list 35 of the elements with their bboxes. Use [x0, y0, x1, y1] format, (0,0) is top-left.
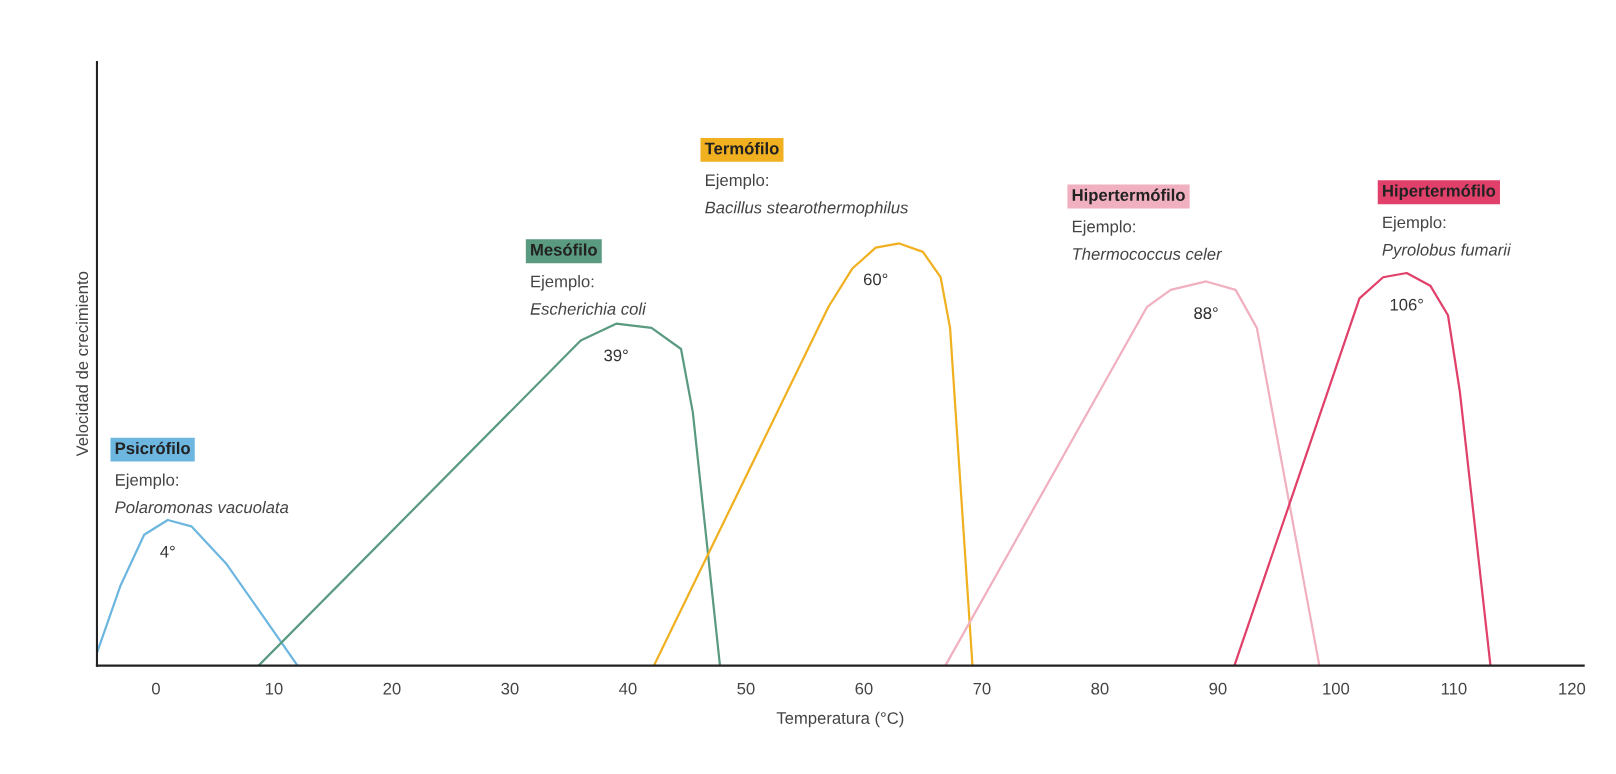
text: Ejemplo: — [1072, 220, 1135, 236]
x-tick-label: 60 — [855, 682, 873, 695]
annotation: Pyrolobus fumarii — [1382, 243, 1512, 259]
annotation: 4° — [160, 545, 175, 558]
x-axis-title: Temperatura (°C) — [776, 711, 904, 728]
x-tick-label: 50 — [737, 682, 755, 695]
text: Hipertermófilo — [1383, 184, 1496, 201]
x-tick-label: 30 — [501, 682, 519, 695]
annotation: 60° — [863, 273, 888, 286]
text: Bacillus stearothermophilus — [705, 201, 909, 217]
annotation: 88° — [1194, 307, 1218, 320]
text: Termófilo — [704, 141, 779, 155]
annotation: 39° — [604, 349, 628, 362]
x-tick-label: 10 — [265, 682, 283, 695]
annotation: Ejemplo: — [531, 275, 594, 291]
text: Ejemplo: — [1383, 216, 1446, 232]
text: Psicrófilo — [115, 441, 190, 455]
text: Ejemplo: — [705, 173, 768, 190]
annotation: Escherichia coli — [530, 302, 647, 315]
x-tick-label: 40 — [619, 682, 637, 695]
annotation: Thermococcus celer — [1073, 247, 1223, 260]
x-tick-label: 90 — [1209, 682, 1227, 695]
annotation: Ejemplo: — [116, 473, 178, 490]
text: Mesófilo — [531, 243, 597, 256]
x-tick-label: 120 — [1559, 682, 1586, 695]
x-tick-label: 70 — [973, 682, 991, 695]
annotation: Polaromonas vacuolata — [115, 500, 289, 514]
annotation: 106° — [1390, 298, 1423, 311]
x-tick-label: 0 — [151, 682, 160, 695]
x-tick-label: 20 — [383, 682, 401, 695]
x-tick-label: 80 — [1091, 682, 1109, 695]
x-tick-label: 110 — [1441, 682, 1467, 695]
x-tick-label: 100 — [1323, 682, 1350, 695]
y-axis-title: Velocidad de crecimiento — [75, 271, 89, 457]
text: Hipertermófilo — [1072, 188, 1185, 205]
